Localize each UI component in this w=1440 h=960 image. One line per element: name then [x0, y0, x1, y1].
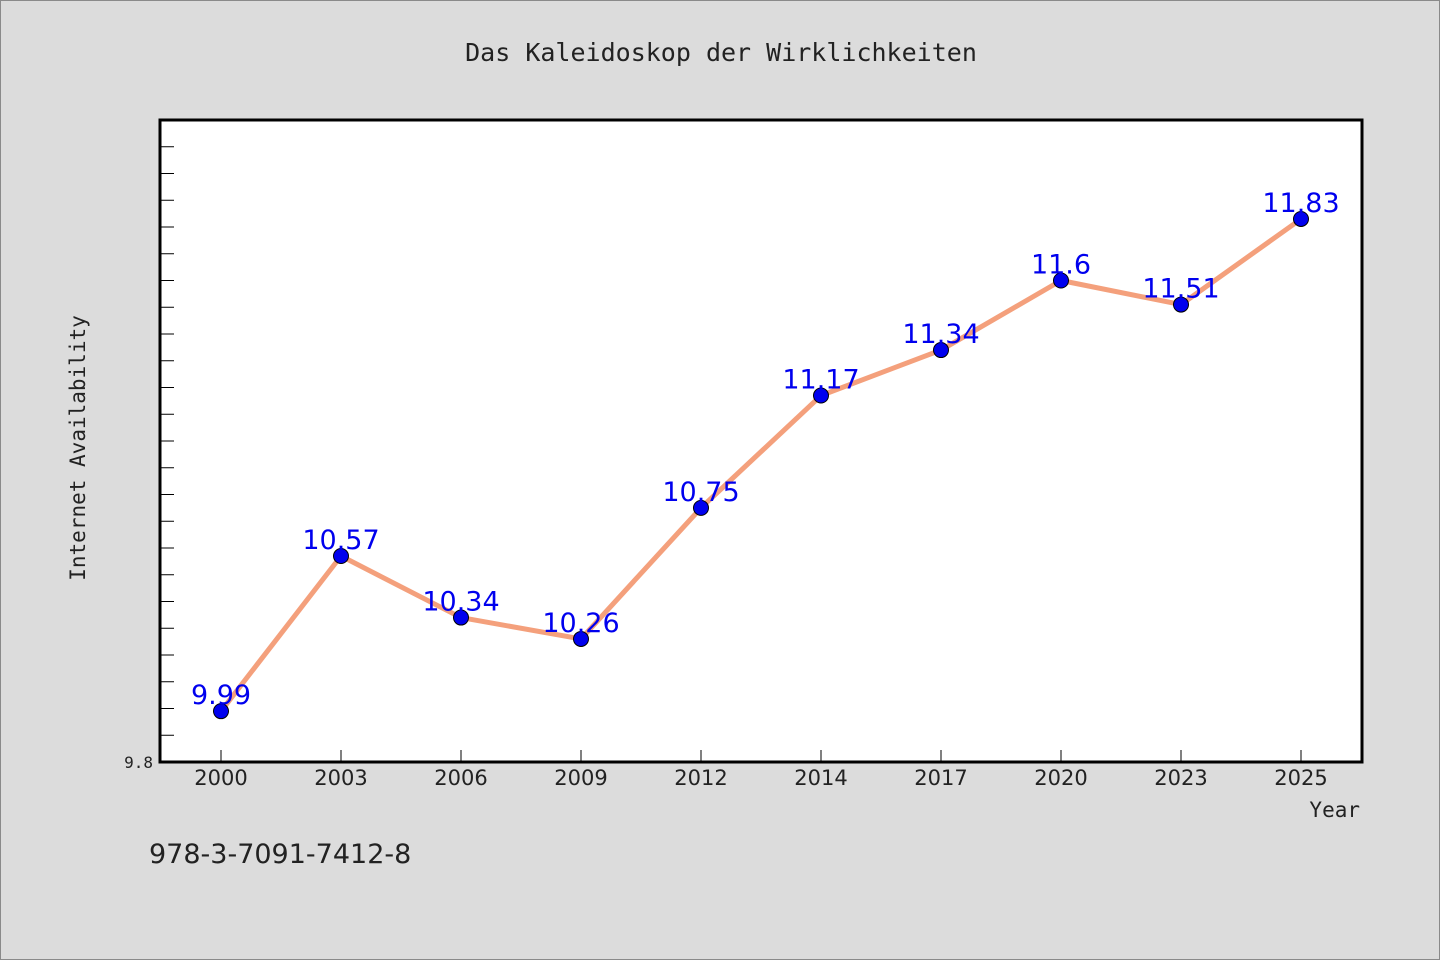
- data-point-marker: [1293, 210, 1309, 227]
- data-label: 11.51: [1142, 274, 1219, 305]
- x-tick-label: 2014: [794, 766, 847, 790]
- data-point-marker: [813, 387, 829, 404]
- series-line: [218, 216, 1304, 714]
- y-axis-label: Internet Availability: [66, 315, 90, 581]
- y-axis-ticks: [160, 119, 174, 763]
- x-tick-label: 2012: [674, 766, 727, 790]
- data-point-marker: [213, 703, 229, 720]
- x-axis-ticks: 2000 2003 2006 2009 2012 2014 2017 2020 2023 2025: [194, 750, 1328, 790]
- data-point-marker: [933, 342, 949, 359]
- series-markers: [213, 210, 1309, 720]
- data-label: 11.17: [782, 365, 859, 396]
- x-tick-label: 2017: [914, 766, 967, 790]
- plot-area: [158, 118, 1364, 764]
- data-label: 11.83: [1262, 188, 1339, 219]
- data-label: 10.26: [542, 608, 619, 639]
- data-point-marker: [453, 609, 469, 626]
- data-point-marker: [693, 499, 709, 516]
- x-tick-label: 2006: [434, 766, 487, 790]
- x-tick-label: 2025: [1274, 766, 1327, 790]
- data-point-marker: [1053, 272, 1069, 289]
- data-label: 11.6: [1031, 250, 1091, 281]
- x-tick-label: 2020: [1034, 766, 1087, 790]
- chart-title: Das Kaleidoskop der Wirklichkeiten: [465, 38, 977, 67]
- x-tick-label: 2023: [1154, 766, 1207, 790]
- data-point-marker: [1173, 296, 1189, 313]
- series-line-path: [218, 216, 1304, 714]
- data-point-marker: [333, 548, 349, 565]
- x-tick-label: 2003: [314, 766, 367, 790]
- isbn-text: 978-3-7091-7412-8: [149, 839, 411, 870]
- data-label: 10.57: [302, 525, 379, 556]
- data-label: 10.75: [662, 477, 739, 508]
- data-label: 9.99: [191, 680, 251, 711]
- x-tick-label: 2000: [194, 766, 247, 790]
- data-labels: 9.99 10.57 10.34 10.26 10.75 11.17 11.34 11.6 11…: [191, 188, 1340, 711]
- data-point-marker: [573, 630, 589, 647]
- data-label: 10.34: [422, 587, 499, 618]
- x-axis-label: Year: [1309, 798, 1360, 822]
- y-tick-label: 9.8: [124, 753, 153, 772]
- data-label: 11.34: [902, 319, 979, 350]
- x-tick-label: 2009: [554, 766, 607, 790]
